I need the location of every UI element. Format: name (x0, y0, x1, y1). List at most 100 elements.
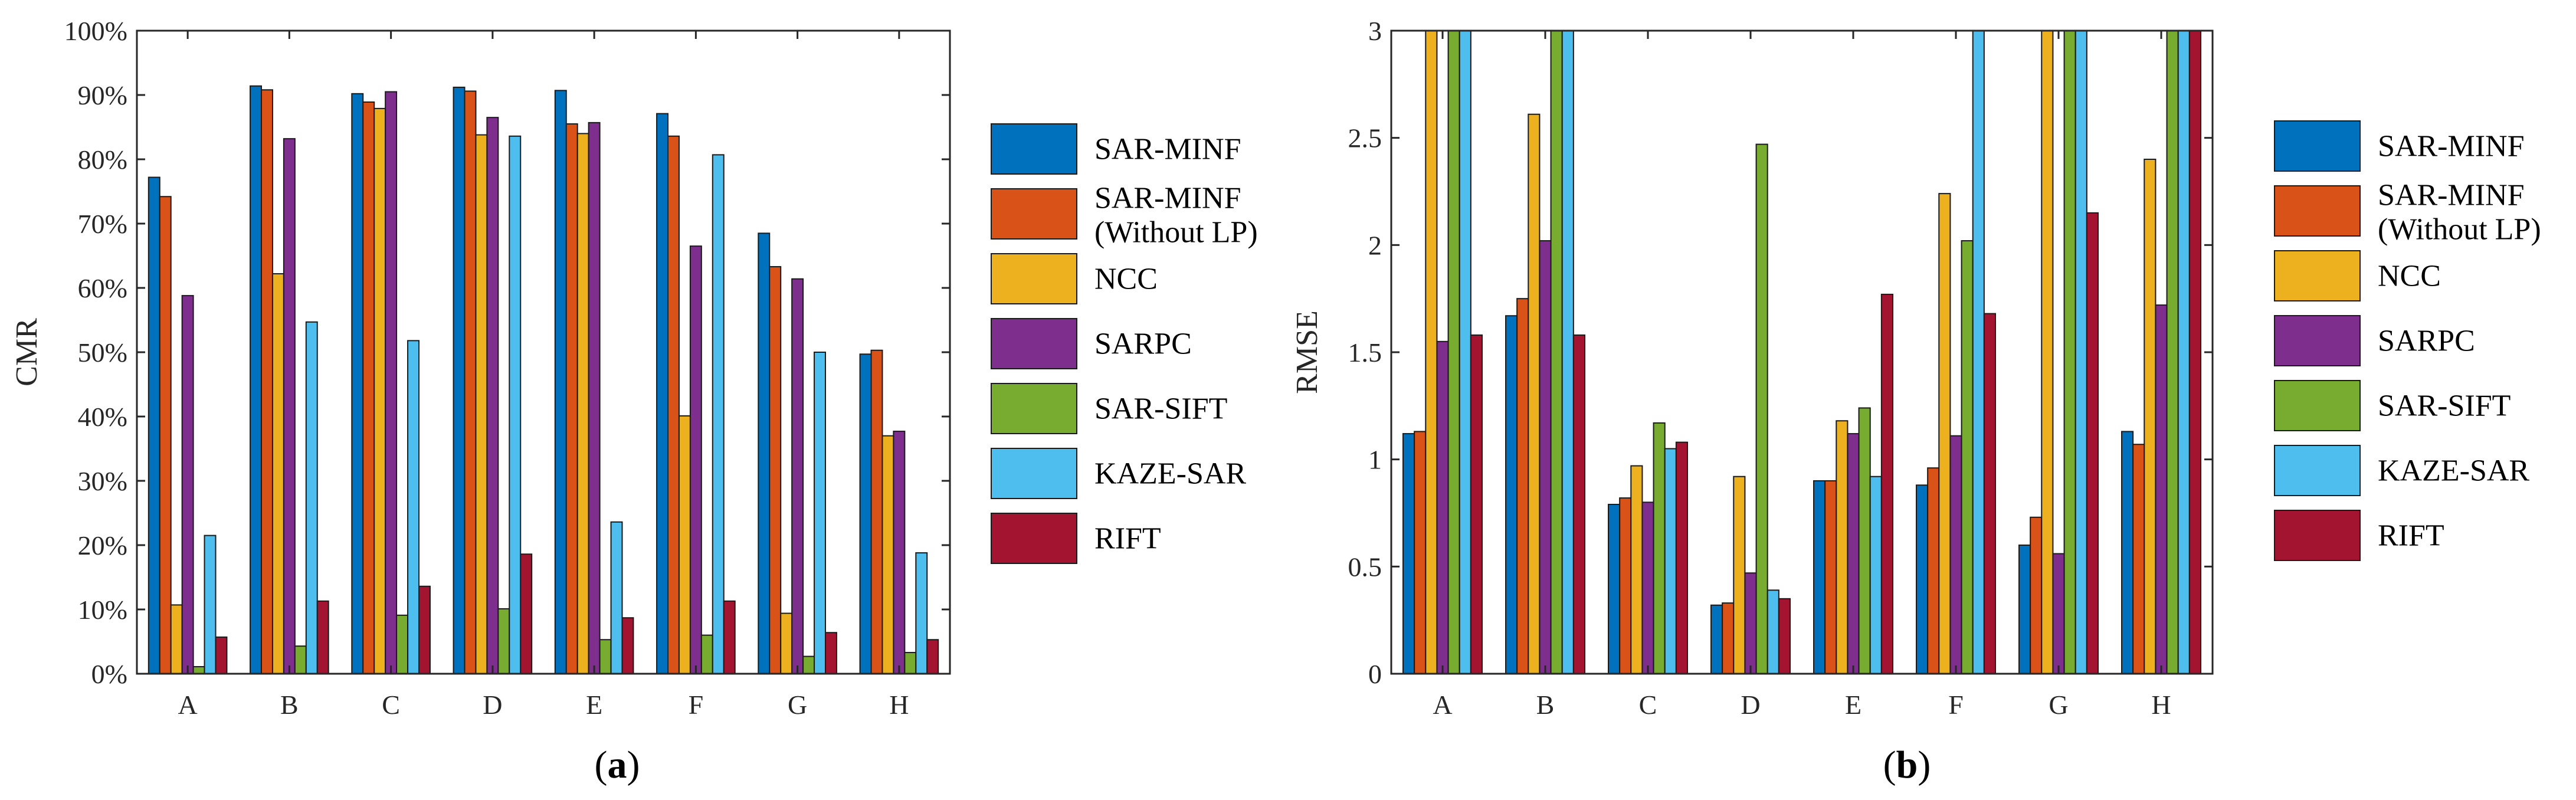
bar-sar-sift-d (1755, 143, 1768, 674)
legend-item-sarpc: SARPC (991, 318, 1192, 369)
y-tick-label: 1.5 (1348, 337, 1382, 368)
bar-sar-minf-without-lp-b (1516, 298, 1529, 675)
legend-item-sar-minf: SAR-MINF (991, 123, 1241, 175)
bars-group (148, 85, 939, 675)
bar-sar-sift-c (1653, 422, 1666, 675)
legend-label: SAR-MINF (Without LP) (2378, 179, 2541, 247)
bar-sar-minf-f (656, 113, 669, 675)
legend-label: SAR-SIFT (1094, 392, 1227, 426)
bar-rift-c (1675, 441, 1688, 674)
legend-swatch (991, 123, 1077, 175)
bar-rift-h (2188, 30, 2201, 674)
bar-ncc-c (1630, 465, 1643, 674)
bar-sar-minf-without-lp-e (1824, 480, 1837, 674)
legend-item-ncc: NCC (991, 253, 1158, 304)
bar-sarpc-h (2155, 304, 2168, 674)
bar-sar-minf-g (758, 232, 771, 675)
bar-sar-sift-e (1858, 407, 1871, 674)
bar-sar-minf-b (250, 85, 263, 675)
legend-label: NCC (1094, 263, 1158, 296)
legend-label: RIFT (1094, 522, 1161, 556)
bar-rift-d (520, 553, 533, 675)
legend-label-line: SAR-MINF (2378, 179, 2525, 212)
bar-sar-minf-without-lp-h (870, 349, 883, 674)
legend-label-line: SAR-MINF (1094, 182, 1241, 215)
bar-sar-minf-without-lp-g (769, 266, 782, 674)
bar-rift-b (316, 600, 329, 675)
x-tick-label-a: A (178, 690, 198, 720)
bar-sar-minf-b (1505, 315, 1518, 674)
x-tick-label-e: E (1845, 690, 1861, 720)
bar-sarpc-b (283, 138, 296, 674)
bar-rift-f (1983, 313, 1996, 674)
legend-swatch (991, 318, 1077, 369)
bar-sar-minf-d (1710, 604, 1723, 674)
bar-rift-h (926, 639, 939, 674)
x-tick-label-a: A (1433, 690, 1452, 720)
bar-rift-a (215, 636, 228, 674)
bar-ncc-g (780, 612, 793, 675)
bar-sarpc-f (689, 245, 702, 674)
bar-rift-g (2086, 212, 2099, 674)
bar-ncc-f (1938, 193, 1951, 674)
bar-rift-f (723, 600, 736, 675)
legend-item-sar-minf-without-lp: SAR-MINF (Without LP) (991, 182, 1258, 250)
bar-sarpc-e (1847, 433, 1860, 674)
legend-swatch (991, 513, 1077, 564)
bar-sar-sift-a (1447, 30, 1460, 674)
x-tick-label-h: H (889, 690, 909, 720)
bar-kaze-sar-g (2074, 30, 2087, 674)
bar-sar-sift-g (2063, 30, 2076, 674)
y-tick-label: 90% (78, 80, 127, 110)
legend-label: SAR-MINF (Without LP) (1094, 182, 1258, 250)
x-tick-label-f: F (1948, 690, 1964, 720)
legend-swatch (2274, 120, 2361, 172)
bar-kaze-sar-a (204, 535, 217, 675)
bar-sar-minf-a (148, 176, 160, 674)
bar-kaze-sar-c (407, 340, 419, 674)
legend-item-kaze-sar: KAZE-SAR (2274, 445, 2529, 496)
bar-sar-minf-without-lp-c (362, 101, 375, 675)
y-tick-label: 100% (64, 16, 127, 46)
legend-item-sar-minf-without-lp: SAR-MINF (Without LP) (2274, 179, 2541, 247)
legend-label: KAZE-SAR (1094, 457, 1246, 491)
bar-sar-minf-h (859, 353, 872, 674)
bar-ncc-d (475, 134, 488, 674)
bar-sarpc-d (486, 117, 499, 674)
legend-label-line: (Without LP) (2378, 213, 2541, 247)
x-tick-label-c: C (382, 690, 400, 720)
bars-group (1402, 30, 2201, 675)
bar-kaze-sar-b (305, 321, 318, 674)
bar-sar-sift-f (700, 634, 713, 674)
y-tick-label: 0% (91, 659, 127, 689)
y-tick-label: 1 (1368, 445, 1382, 475)
bar-sar-sift-c (396, 614, 409, 675)
y-axis-label: RMSE (1290, 310, 1324, 394)
legend-label: SARPC (2378, 324, 2475, 358)
legend-label: SAR-SIFT (2378, 389, 2511, 423)
bar-ncc-e (1836, 420, 1849, 675)
legend-swatch (2274, 445, 2361, 496)
bar-ncc-d (1733, 476, 1746, 674)
bar-ncc-b (271, 273, 284, 674)
legend-label: KAZE-SAR (2378, 454, 2529, 488)
y-axis-label: CMR (10, 318, 44, 386)
x-tick-label-g: G (788, 690, 807, 720)
legend-swatch (991, 383, 1077, 434)
bar-sar-minf-without-lp-d (1722, 602, 1735, 674)
bar-sar-minf-h (2121, 431, 2134, 674)
caption-paren: ) (627, 743, 640, 786)
bar-kaze-sar-e (1869, 476, 1882, 674)
bar-sar-minf-without-lp-a (1414, 431, 1427, 674)
bar-kaze-sar-e (610, 521, 623, 674)
legend-label: SAR-MINF (1094, 133, 1241, 166)
x-axis: A B C D E F G H (178, 31, 909, 720)
y-tick-label: 50% (78, 337, 127, 368)
bar-sar-sift-h (904, 652, 917, 675)
bar-ncc-g (2041, 30, 2054, 674)
bar-sar-minf-e (554, 90, 567, 674)
bar-kaze-sar-c (1664, 448, 1677, 674)
caption-paren: ( (595, 743, 608, 786)
